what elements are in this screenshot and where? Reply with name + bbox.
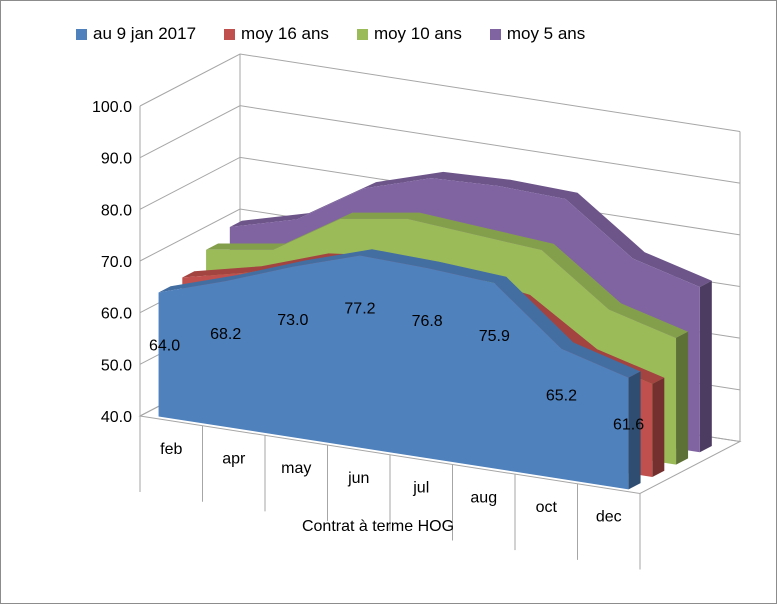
data-label: 73.0 (277, 312, 308, 329)
data-label: 65.2 (546, 388, 577, 405)
data-label: 64.0 (149, 337, 180, 354)
legend-label: moy 16 ans (241, 24, 329, 43)
legend-label: moy 5 ans (506, 24, 586, 43)
data-label: 76.8 (412, 313, 443, 330)
legend-swatch (224, 28, 236, 40)
area-series-0 (158, 255, 629, 490)
data-label: 75.9 (479, 328, 510, 345)
x-tick-label: jun (347, 470, 369, 487)
x-tick-label: apr (222, 451, 246, 468)
data-label: 61.6 (613, 417, 644, 434)
x-tick-label: oct (536, 499, 558, 516)
legend: au 9 jan 2017 moy 16 ans moy 10 ans moy 5 a… (76, 24, 613, 44)
legend-swatch (76, 28, 87, 40)
area-side (628, 371, 641, 490)
y-tick-label: 60.0 (101, 306, 132, 323)
gridline (139, 53, 741, 132)
legend-item: moy 5 ans (489, 24, 586, 44)
x-tick-label: feb (160, 441, 182, 458)
area-top-surface (229, 171, 712, 287)
area-side (676, 331, 689, 465)
y-tick-label: 40.0 (101, 409, 132, 426)
area-side (652, 377, 665, 477)
x-tick-label: aug (470, 489, 497, 506)
legend-swatch (489, 28, 501, 40)
data-label: 68.2 (210, 326, 241, 343)
y-tick-label: 70.0 (101, 254, 132, 271)
y-tick-label: 80.0 (101, 202, 132, 219)
legend-item: moy 16 ans (224, 24, 329, 44)
y-tick-label: 90.0 (101, 151, 132, 168)
y-tick-label: 50.0 (101, 357, 132, 374)
legend-swatch (356, 28, 368, 40)
y-tick-label: 100.0 (92, 99, 132, 116)
x-axis-title: Contrat à terme HOG (302, 518, 454, 535)
legend-label: moy 10 ans (373, 24, 462, 43)
legend-item: au 9 jan 2017 (76, 24, 196, 44)
x-tick-label: jul (412, 480, 429, 497)
area-side (699, 280, 712, 453)
data-label: 77.2 (344, 300, 375, 317)
x-tick-label: may (281, 460, 311, 477)
x-tick-label: dec (596, 509, 622, 526)
legend-item: moy 10 ans (356, 24, 462, 44)
legend-label: au 9 jan 2017 (93, 24, 197, 43)
